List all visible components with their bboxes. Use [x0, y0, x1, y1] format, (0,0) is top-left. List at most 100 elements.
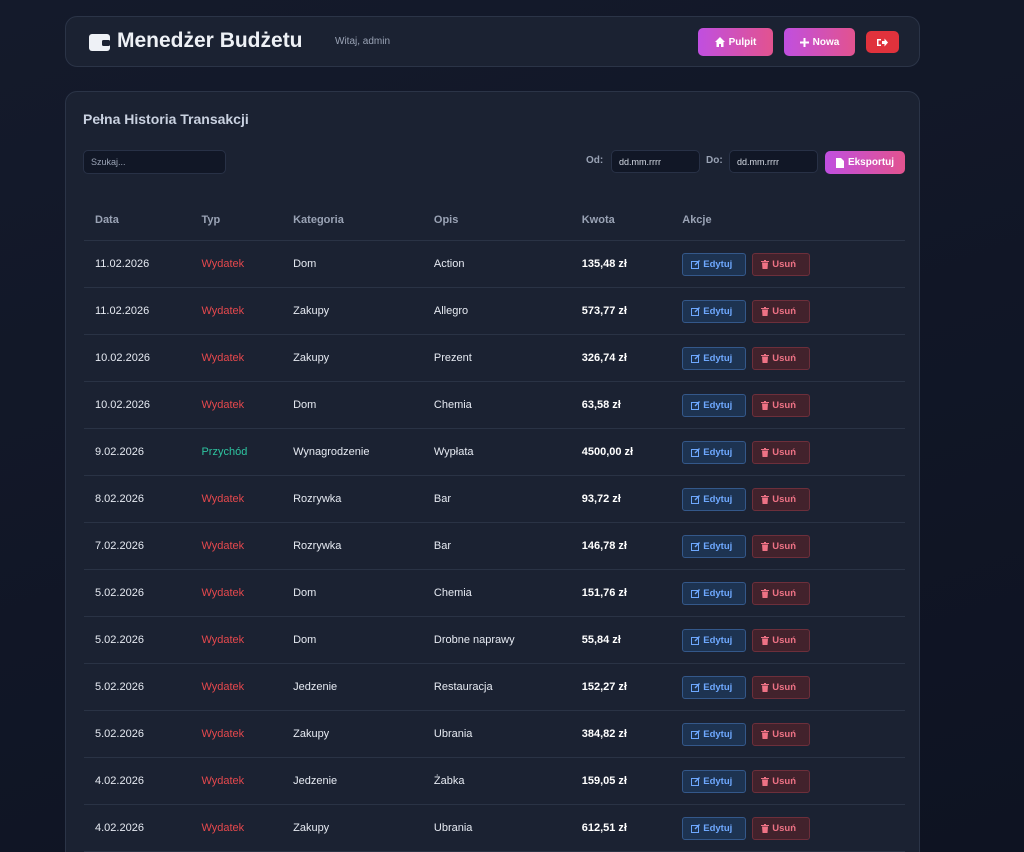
table-row: 10.02.2026 Wydatek Dom Chemia 63,58 zł Edytuj…	[84, 381, 905, 429]
button-label: Edytuj	[703, 352, 733, 364]
category-cell: Jedzenie	[282, 757, 423, 805]
delete-button[interactable]: Usuń	[752, 393, 811, 417]
table-row: 5.02.2026 Wydatek Zakupy Ubrania 384,82 zł Ed…	[84, 710, 905, 758]
button-label: Nowa	[812, 36, 840, 48]
description-cell: Chemia	[422, 381, 571, 429]
edit-icon	[691, 823, 701, 833]
transactions-table: Data Typ Kategoria Opis Kwota Akcje 11.02.202…	[84, 200, 905, 852]
edit-button[interactable]: Edytuj	[682, 252, 747, 276]
trash-icon	[761, 306, 770, 316]
button-label: Edytuj	[703, 540, 733, 552]
delete-button[interactable]: Usuń	[752, 299, 811, 323]
delete-button[interactable]: Usuń	[752, 816, 811, 840]
edit-icon	[691, 729, 701, 739]
trash-icon	[761, 588, 770, 598]
button-label: Usuń	[772, 681, 796, 693]
edit-button[interactable]: Edytuj	[682, 534, 747, 558]
button-label: Pulpit	[728, 36, 757, 48]
edit-button[interactable]: Edytuj	[682, 299, 747, 323]
header-row: Data Typ Kategoria Opis Kwota Akcje	[84, 200, 905, 241]
edit-icon	[691, 541, 701, 551]
logout-button[interactable]	[866, 31, 899, 53]
edit-button[interactable]: Edytuj	[682, 675, 747, 699]
search-input[interactable]: Szukaj...	[83, 150, 226, 174]
actions-cell: Edytuj Usuń	[671, 616, 905, 664]
type-cell: Wydatek	[190, 522, 283, 570]
edit-button[interactable]: Edytuj	[682, 487, 747, 511]
category-cell: Wynagrodzenie	[282, 428, 423, 476]
edit-button[interactable]: Edytuj	[682, 346, 747, 370]
column-header: Akcje	[671, 200, 905, 241]
actions-cell: Edytuj Usuń	[671, 428, 905, 476]
delete-button[interactable]: Usuń	[752, 722, 811, 746]
description-cell: Allegro	[422, 287, 571, 335]
description-cell: Żabka	[422, 757, 571, 805]
trash-icon	[761, 353, 770, 363]
date-from-input[interactable]: dd.mm.rrrr	[611, 150, 700, 173]
actions-cell: Edytuj Usuń	[671, 569, 905, 617]
date-cell: 9.02.2026	[84, 428, 191, 476]
category-cell: Zakupy	[282, 710, 423, 758]
type-cell: Wydatek	[190, 757, 283, 805]
delete-button[interactable]: Usuń	[752, 252, 811, 276]
edit-button[interactable]: Edytuj	[682, 816, 747, 840]
type-cell: Wydatek	[190, 804, 283, 852]
edit-button[interactable]: Edytuj	[682, 393, 747, 417]
delete-button[interactable]: Usuń	[752, 628, 811, 652]
dashboard-button[interactable]: Pulpit	[698, 28, 773, 56]
edit-button[interactable]: Edytuj	[682, 628, 747, 652]
delete-button[interactable]: Usuń	[752, 440, 811, 464]
category-cell: Rozrywka	[282, 475, 423, 523]
delete-button[interactable]: Usuń	[752, 581, 811, 605]
placeholder: dd.mm.rrrr	[737, 156, 779, 167]
actions-cell: Edytuj Usuń	[671, 381, 905, 429]
date-to-input[interactable]: dd.mm.rrrr	[729, 150, 818, 173]
logout-icon	[877, 38, 888, 46]
date-cell: 4.02.2026	[84, 804, 191, 852]
new-button[interactable]: Nowa	[784, 28, 855, 56]
button-label: Edytuj	[703, 634, 733, 646]
edit-button[interactable]: Edytuj	[682, 769, 747, 793]
edit-icon	[691, 588, 701, 598]
button-label: Usuń	[772, 728, 796, 740]
description-cell: Restauracja	[422, 663, 571, 711]
trash-icon	[761, 541, 770, 551]
type-cell: Wydatek	[190, 616, 283, 664]
trash-icon	[761, 635, 770, 645]
type-cell: Wydatek	[190, 475, 283, 523]
trash-icon	[761, 682, 770, 692]
delete-button[interactable]: Usuń	[752, 769, 811, 793]
trash-icon	[761, 259, 770, 269]
table-row: 11.02.2026 Wydatek Dom Action 135,48 zł Edytu…	[84, 240, 905, 288]
delete-button[interactable]: Usuń	[752, 534, 811, 558]
wallet-icon	[89, 34, 110, 51]
category-cell: Dom	[282, 240, 423, 288]
description-cell: Ubrania	[422, 710, 571, 758]
edit-icon	[691, 400, 701, 410]
amount-cell: 63,58 zł	[570, 381, 672, 429]
table-row: 4.02.2026 Wydatek Zakupy Ubrania 612,51 zł Ed…	[84, 804, 905, 852]
edit-icon	[691, 306, 701, 316]
delete-button[interactable]: Usuń	[752, 487, 811, 511]
actions-cell: Edytuj Usuń	[671, 287, 905, 335]
edit-button[interactable]: Edytuj	[682, 440, 747, 464]
description-cell: Prezent	[422, 334, 571, 382]
edit-button[interactable]: Edytuj	[682, 581, 747, 605]
delete-button[interactable]: Usuń	[752, 675, 811, 699]
delete-button[interactable]: Usuń	[752, 346, 811, 370]
edit-button[interactable]: Edytuj	[682, 722, 747, 746]
edit-icon	[691, 447, 701, 457]
button-label: Usuń	[772, 634, 796, 646]
table-row: 8.02.2026 Wydatek Rozrywka Bar 93,72 zł Edytu…	[84, 475, 905, 523]
amount-cell: 612,51 zł	[570, 804, 672, 852]
date-cell: 5.02.2026	[84, 710, 191, 758]
edit-icon	[691, 635, 701, 645]
description-cell: Drobne naprawy	[422, 616, 571, 664]
trash-icon	[761, 823, 770, 833]
button-label: Edytuj	[703, 822, 733, 834]
export-button[interactable]: Eksportuj	[825, 151, 905, 174]
actions-cell: Edytuj Usuń	[671, 240, 905, 288]
category-cell: Dom	[282, 381, 423, 429]
column-header: Kwota	[570, 200, 672, 241]
home-icon	[714, 37, 725, 47]
